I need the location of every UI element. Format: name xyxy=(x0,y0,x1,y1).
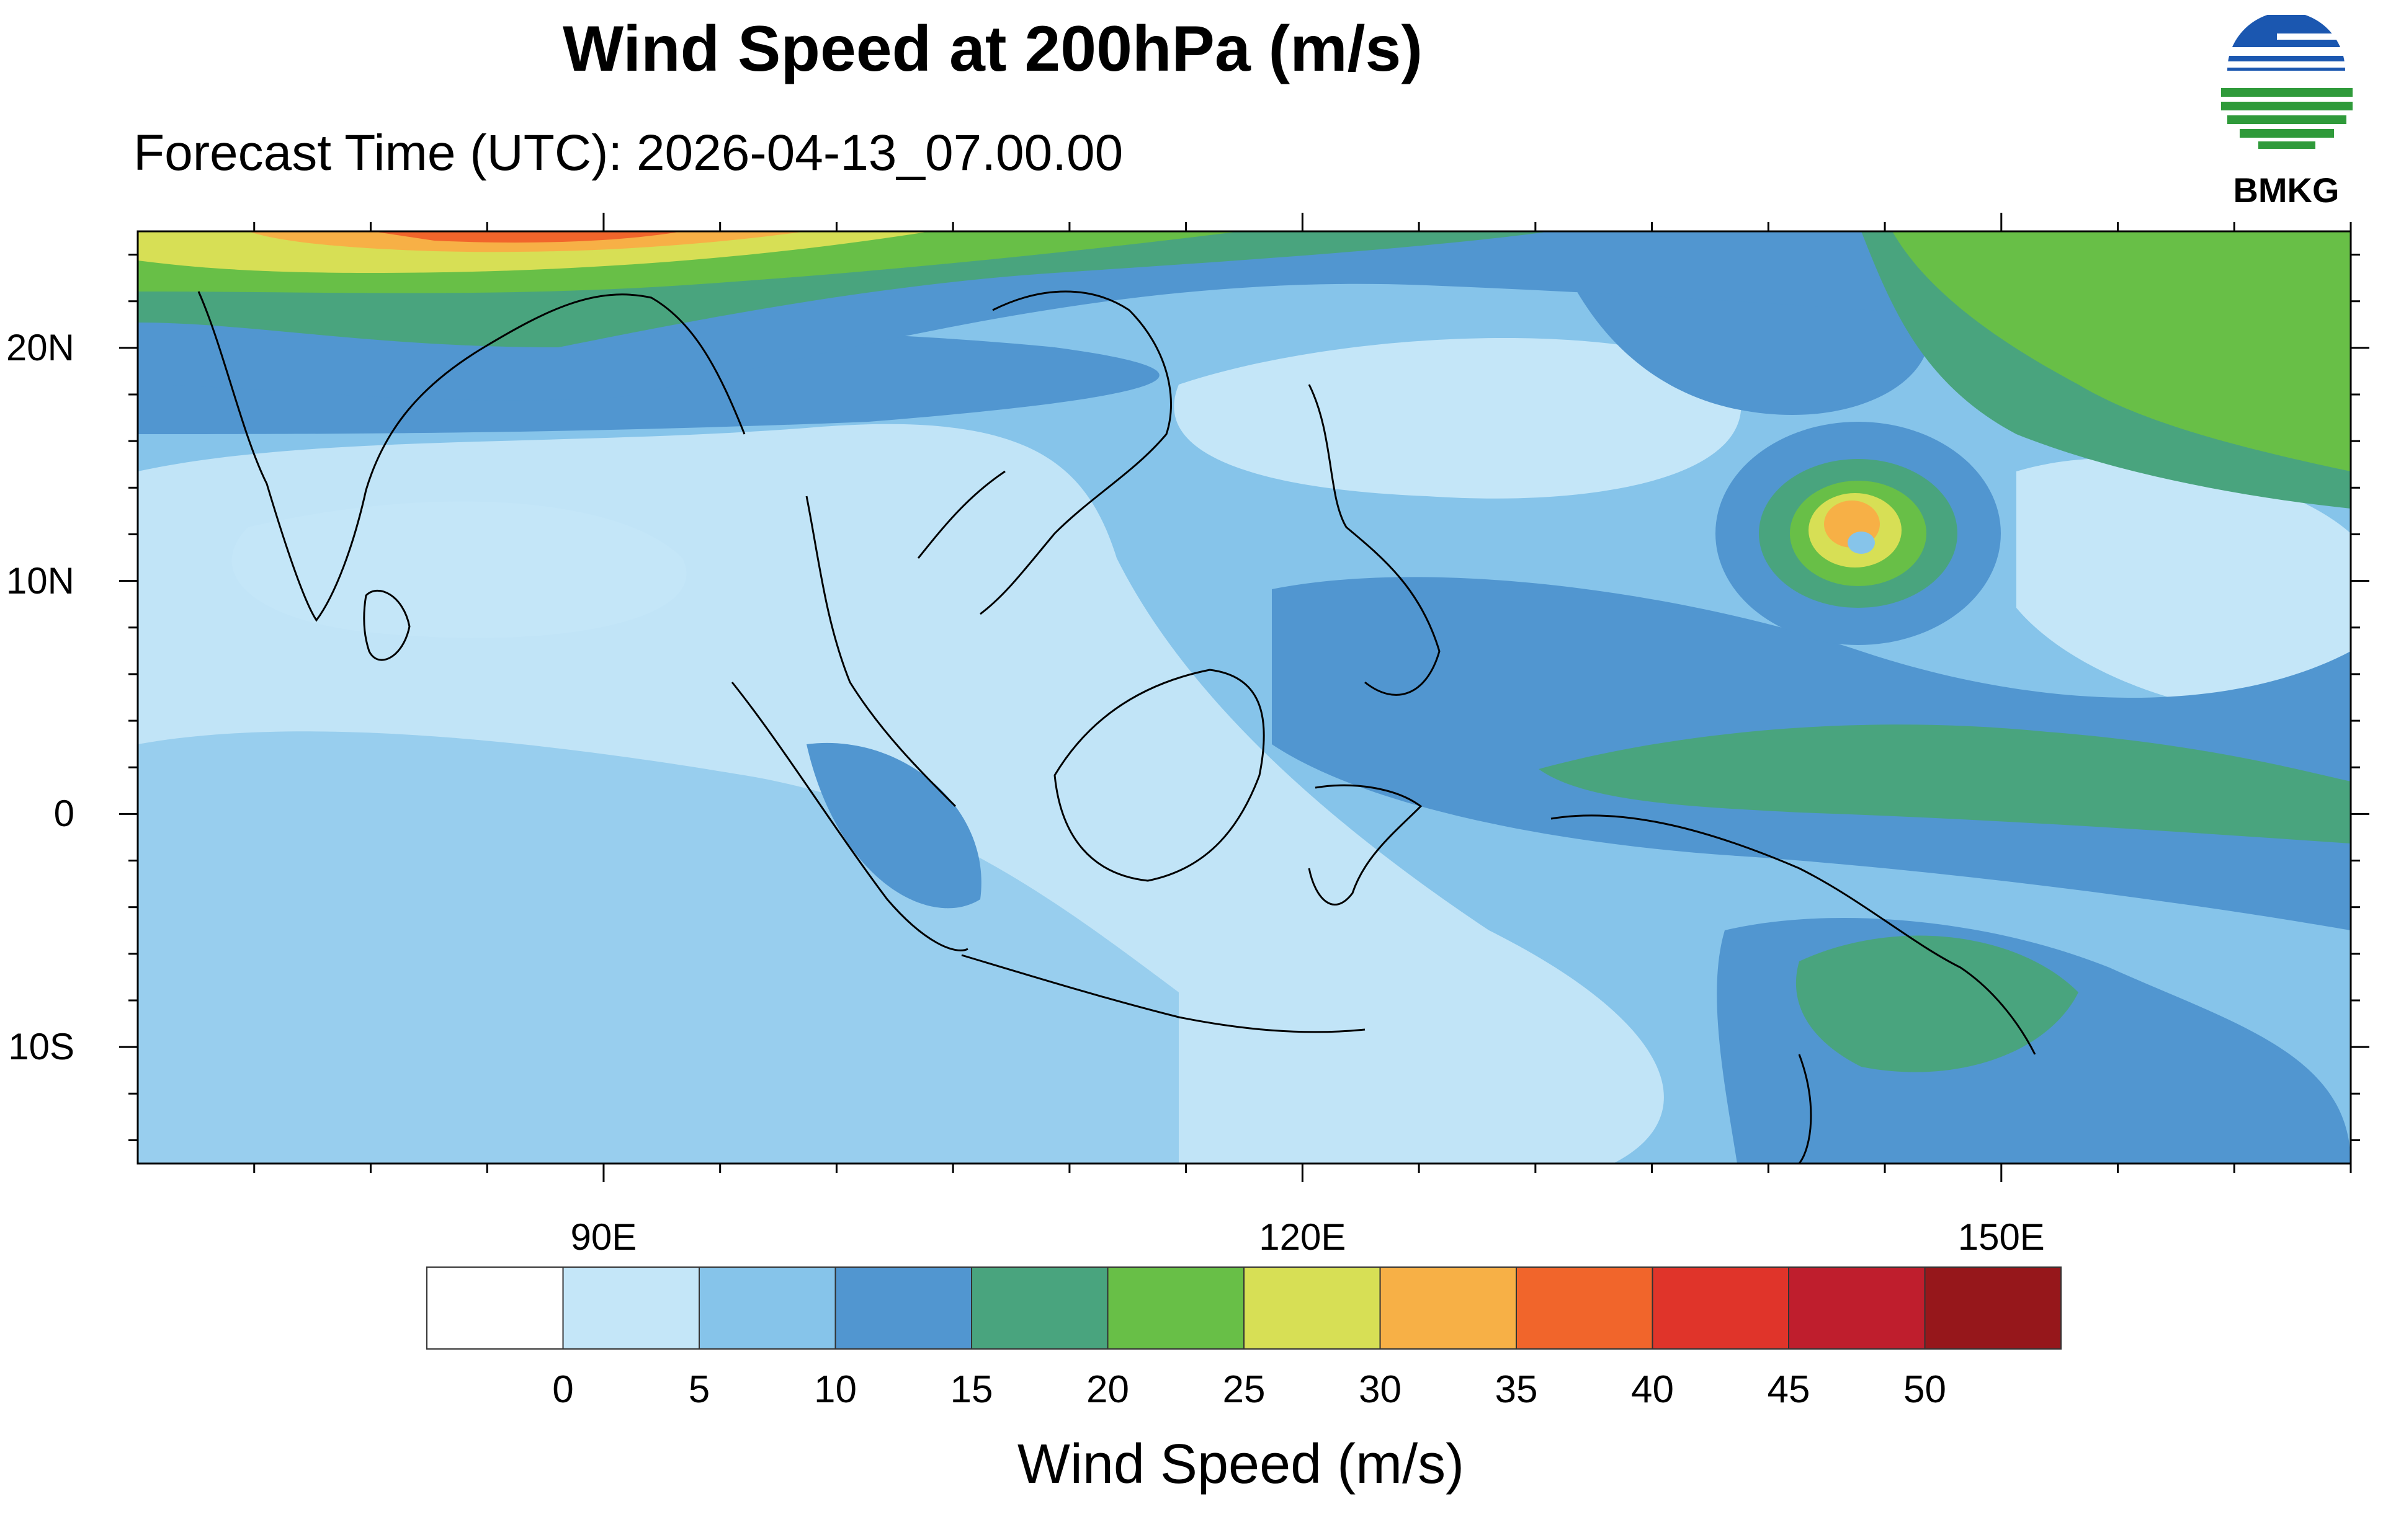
colorbar-level-label: 5 xyxy=(688,1368,710,1411)
colorbar-title: Wind Speed (m/s) xyxy=(1017,1433,1465,1495)
colorbar-swatch xyxy=(1107,1266,1245,1350)
colorbar-level-label: 40 xyxy=(1631,1368,1674,1411)
lat-label: 0 xyxy=(53,793,74,835)
map-title: Wind Speed at 200hPa (m/s) xyxy=(562,13,1423,85)
colorbar-level-label: 35 xyxy=(1495,1368,1538,1411)
forecast-time: Forecast Time (UTC): 2026-04-13_07.00.00 xyxy=(133,125,1124,181)
colorbar xyxy=(426,1266,2062,1350)
lat-label: 10N xyxy=(6,559,74,602)
colorbar-level-label: 0 xyxy=(552,1368,574,1411)
colorbar-level-label: 45 xyxy=(1767,1368,1810,1411)
axis-ticks xyxy=(119,213,2369,1182)
colorbar-swatch xyxy=(1379,1266,1517,1350)
colorbar-level-label: 20 xyxy=(1086,1368,1129,1411)
lon-label: 90E xyxy=(570,1216,637,1258)
colorbar-level-label: 25 xyxy=(1222,1368,1266,1411)
colorbar-swatch xyxy=(699,1266,836,1350)
colorbar-swatch xyxy=(971,1266,1109,1350)
colorbar-swatch xyxy=(562,1266,700,1350)
colorbar-swatch xyxy=(834,1266,972,1350)
colorbar-swatch xyxy=(1243,1266,1381,1350)
wind-field xyxy=(138,231,2351,1164)
lon-label: 120E xyxy=(1259,1216,1346,1258)
colorbar-swatch xyxy=(426,1266,564,1350)
colorbar-swatch xyxy=(1788,1266,1926,1350)
lon-label: 150E xyxy=(1957,1216,2045,1258)
map-frame xyxy=(136,230,2352,1165)
lat-label: 20N xyxy=(6,326,74,368)
lat-label: 10S xyxy=(8,1026,74,1068)
bmkg-logo-icon xyxy=(2221,12,2353,149)
colorbar-level-label: 30 xyxy=(1359,1368,1402,1411)
colorbar-level-label: 10 xyxy=(814,1368,857,1411)
colorbar-swatch xyxy=(1516,1266,1653,1350)
colorbar-level-label: 50 xyxy=(1903,1368,1946,1411)
logo-text: BMKG xyxy=(2233,171,2340,210)
bmkg-logo: BMKG xyxy=(2209,12,2364,213)
colorbar-level-label: 15 xyxy=(950,1368,993,1411)
coastlines xyxy=(197,290,2036,1164)
colorbar-swatch xyxy=(1924,1266,2062,1350)
colorbar-swatch xyxy=(1652,1266,1789,1350)
